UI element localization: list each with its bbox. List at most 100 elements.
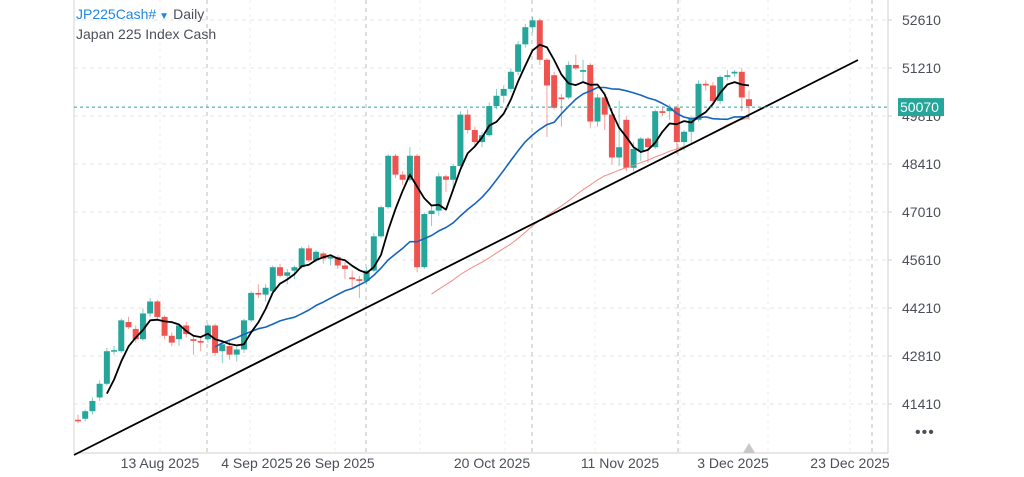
candle[interactable] xyxy=(695,80,702,122)
candle[interactable] xyxy=(493,88,500,110)
candle[interactable] xyxy=(341,262,348,280)
candle[interactable] xyxy=(738,68,745,112)
time-tick-label: 26 Sep 2025 xyxy=(295,455,375,471)
candle[interactable] xyxy=(327,255,334,266)
candle[interactable] xyxy=(709,82,716,105)
candle[interactable] xyxy=(219,342,226,364)
symbol-selector[interactable]: JP225Cash# xyxy=(76,6,157,22)
candle[interactable] xyxy=(594,94,601,127)
candle[interactable] xyxy=(717,75,724,105)
candle[interactable] xyxy=(399,171,406,185)
candle[interactable] xyxy=(623,116,630,172)
time-tick-label: 23 Dec 2025 xyxy=(810,455,890,471)
candle[interactable] xyxy=(536,18,543,65)
price-tick-label: 51210 xyxy=(902,60,941,76)
candle[interactable] xyxy=(349,270,356,290)
candle[interactable] xyxy=(255,284,262,299)
price-tick-label: 52610 xyxy=(902,12,941,28)
candle[interactable] xyxy=(197,337,204,352)
candle[interactable] xyxy=(125,316,132,329)
candle[interactable] xyxy=(75,414,81,424)
candle[interactable] xyxy=(111,346,118,355)
candle[interactable] xyxy=(414,154,421,273)
candle[interactable] xyxy=(291,265,298,280)
candle[interactable] xyxy=(637,136,644,161)
candle[interactable] xyxy=(486,102,493,137)
candle[interactable] xyxy=(132,325,139,343)
price-tick-label: 45610 xyxy=(902,252,941,268)
time-tick-label: 4 Sep 2025 xyxy=(221,455,293,471)
candle[interactable] xyxy=(457,111,464,168)
candle[interactable] xyxy=(659,107,666,117)
candle[interactable] xyxy=(471,126,478,148)
symbol-dropdown-caret-icon[interactable]: ▼ xyxy=(159,11,170,22)
candle[interactable] xyxy=(529,16,536,33)
candle[interactable] xyxy=(334,255,341,269)
candle[interactable] xyxy=(435,172,442,216)
price-tick-label: 41410 xyxy=(902,396,941,412)
candle[interactable] xyxy=(464,109,471,134)
candle[interactable] xyxy=(392,154,399,179)
candle[interactable] xyxy=(378,205,385,239)
candle[interactable] xyxy=(551,71,558,110)
candle[interactable] xyxy=(601,92,608,131)
candle[interactable] xyxy=(515,40,522,76)
candle[interactable] xyxy=(580,59,587,83)
candle[interactable] xyxy=(305,244,312,263)
candle[interactable] xyxy=(168,332,175,347)
candle[interactable] xyxy=(147,298,154,317)
candle[interactable] xyxy=(702,80,709,91)
candle[interactable] xyxy=(507,68,514,93)
candle[interactable] xyxy=(183,322,190,338)
candle[interactable] xyxy=(298,246,305,269)
candle[interactable] xyxy=(82,409,89,422)
time-tick-label: 11 Nov 2025 xyxy=(581,455,660,471)
time-tick-label: 3 Dec 2025 xyxy=(697,455,769,471)
candle[interactable] xyxy=(190,335,197,355)
current-price-label: 50070 xyxy=(900,99,939,115)
candle[interactable] xyxy=(233,346,240,362)
candle[interactable] xyxy=(248,291,255,323)
more-options-icon[interactable]: ••• xyxy=(915,424,935,441)
candle[interactable] xyxy=(118,318,125,353)
time-tick-label: 13 Aug 2025 xyxy=(121,455,200,471)
candle[interactable] xyxy=(154,299,161,321)
candle[interactable] xyxy=(587,63,594,129)
candle[interactable] xyxy=(428,205,435,227)
trendline[interactable] xyxy=(73,59,859,456)
candle[interactable] xyxy=(139,308,146,341)
candle[interactable] xyxy=(522,23,529,48)
candle[interactable] xyxy=(616,100,623,167)
candle[interactable] xyxy=(262,284,269,302)
candle[interactable] xyxy=(442,174,449,192)
candle[interactable] xyxy=(572,54,579,71)
candle[interactable] xyxy=(500,85,507,103)
candle[interactable] xyxy=(96,380,103,401)
candle[interactable] xyxy=(688,116,695,144)
candle[interactable] xyxy=(731,70,738,77)
candle[interactable] xyxy=(89,397,96,415)
candle[interactable] xyxy=(565,61,572,100)
chart-legend: JP225Cash# ▼ Daily Japan 225 Index Cash xyxy=(76,6,216,42)
candle[interactable] xyxy=(421,212,428,269)
sma-slow-line xyxy=(431,117,750,295)
candle[interactable] xyxy=(724,70,731,81)
current-price-badge xyxy=(898,98,944,117)
candle[interactable] xyxy=(161,315,168,340)
candle[interactable] xyxy=(558,94,565,127)
symbol-description: Japan 225 Index Cash xyxy=(76,26,217,42)
candle[interactable] xyxy=(356,275,363,299)
candle[interactable] xyxy=(269,265,276,293)
candle[interactable] xyxy=(103,347,110,386)
price-tick-label: 47010 xyxy=(902,204,941,220)
sma-fast-line xyxy=(106,43,750,395)
candle[interactable] xyxy=(277,263,284,278)
price-tick-label: 44210 xyxy=(902,300,941,316)
candle[interactable] xyxy=(284,268,291,285)
candle[interactable] xyxy=(608,107,615,165)
candle[interactable] xyxy=(176,323,183,347)
timeframe-label[interactable]: Daily xyxy=(173,6,205,22)
candle[interactable] xyxy=(385,154,392,209)
